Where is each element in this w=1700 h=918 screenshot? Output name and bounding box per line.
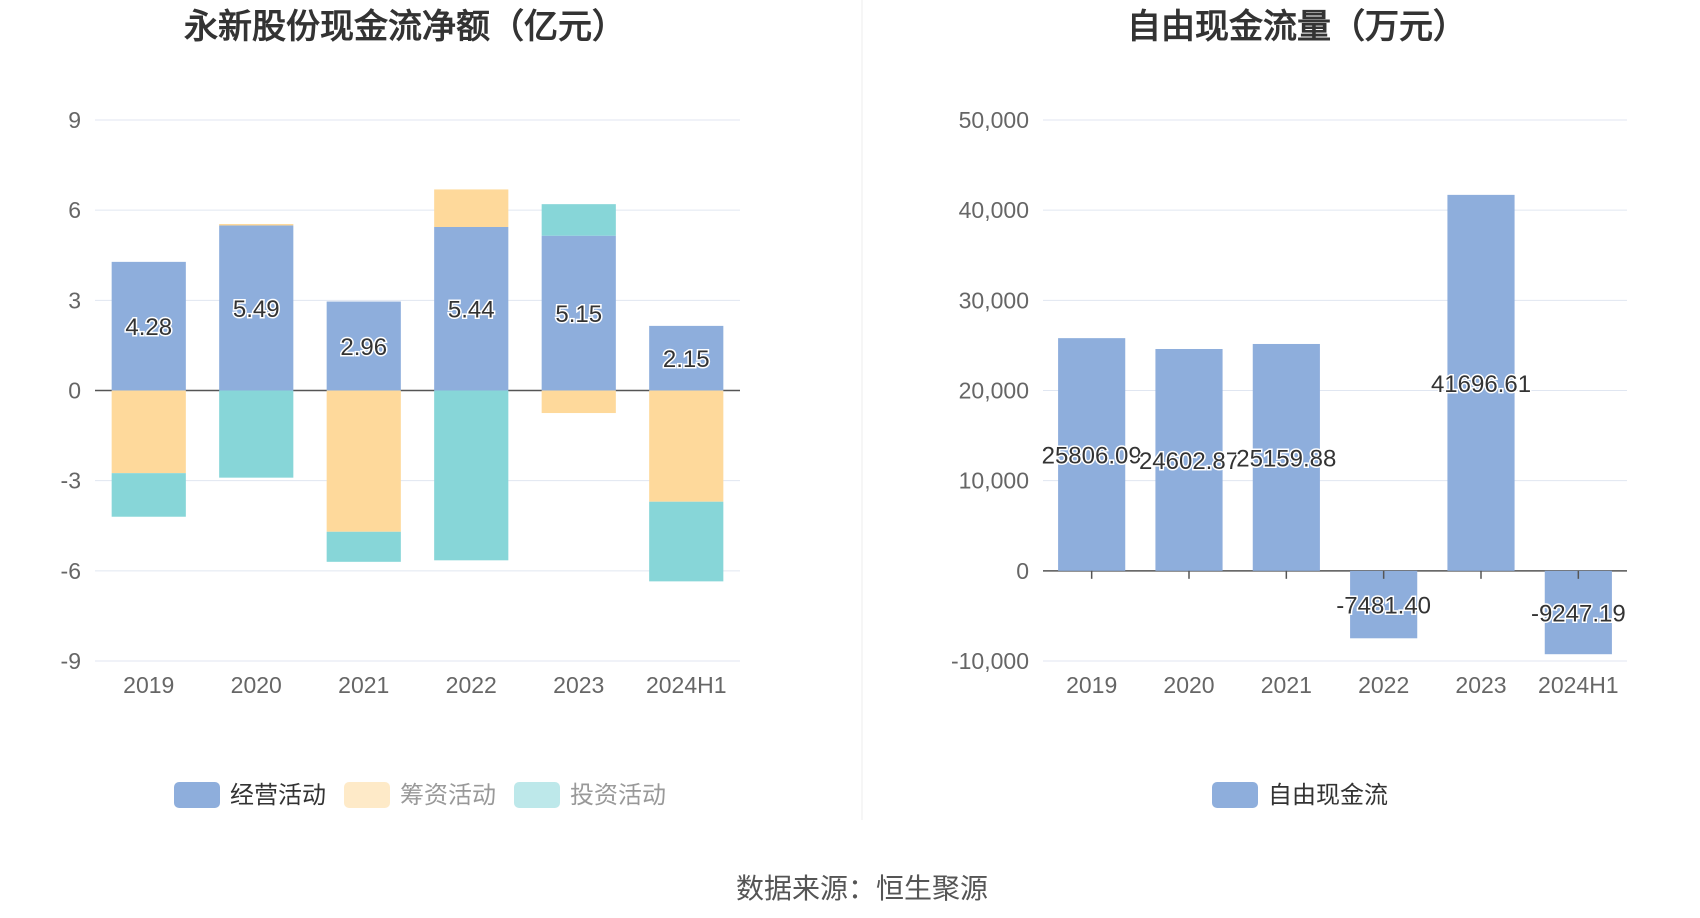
right-x-tick-label: 2020 [1163,672,1214,698]
left-legend-item-0[interactable]: 经营活动 [174,782,326,809]
right-y-tick-label: 10,000 [959,468,1029,494]
right-bar-0-0 [1058,338,1126,571]
right-y-tick-label: 50,000 [959,107,1029,133]
right-data-label: 24602.87 [1139,448,1239,475]
left-data-label: 2.96 [340,334,387,361]
right-y-tick-label: 0 [1016,558,1029,584]
data-source: 数据来源：恒生聚源 [736,873,988,904]
free-cashflow-chart: 自由现金流量（万元） 50,000 40,000 30,000 20,000 10,00… [951,7,1627,809]
right-data-label: -7481.40 [1336,593,1431,620]
left-legend-swatch [344,782,390,808]
left-x-tick-label: 2022 [446,672,497,698]
left-data-labels: 4.28 5.49 2.96 5.44 5.15 2.15 [124,294,711,374]
left-data-label: 5.44 [448,297,495,324]
left-y-tick-label: 6 [68,197,81,223]
left-bar-1-4 [541,390,616,414]
right-y-tick-label: 30,000 [959,287,1029,313]
right-y-tick-label: 40,000 [959,197,1029,223]
right-legend: 自由现金流 [1212,782,1388,809]
right-bar-0-2 [1252,343,1320,571]
left-bar-1-0 [111,390,186,474]
right-x-ticks: 2019 2020 2021 2022 2023 2024H1 [1066,570,1619,698]
right-chart-title: 自由现金流量（万元） [1127,7,1467,46]
right-data-label: 25159.88 [1236,445,1336,472]
left-bar-1-2 [326,390,401,532]
left-bar-2-0 [111,473,186,517]
right-bar-0-3 [1350,570,1418,639]
right-bar-0-5 [1544,570,1612,655]
left-legend-label: 筹资活动 [400,782,496,809]
right-x-tick-label: 2022 [1358,672,1409,698]
left-bar-1-5 [649,390,724,502]
right-x-tick-label: 2021 [1261,672,1312,698]
right-bar-0-1 [1155,348,1223,571]
left-data-label: 2.15 [663,346,710,373]
left-legend-item-2[interactable]: 投资活动 [514,782,666,809]
left-legend: 经营活动 筹资活动 投资活动 [174,782,666,809]
right-data-label: 41696.61 [1431,371,1531,398]
left-bar-1-3 [434,189,509,227]
left-bar-1-1 [219,223,294,226]
left-legend-swatch [514,782,560,808]
left-chart-title: 永新股份现金流净额（亿元） [184,7,626,46]
left-bar-0-2 [326,301,401,391]
left-x-tick-label: 2020 [231,672,282,698]
right-y-tick-label: 20,000 [959,378,1029,404]
left-legend-swatch [174,782,220,808]
left-y-tick-label: -6 [61,558,81,584]
left-x-tick-label: 2019 [123,672,174,698]
left-y-tick-label: 0 [68,378,81,404]
right-bars [1058,194,1612,655]
right-x-tick-label: 2024H1 [1538,672,1619,698]
left-legend-item-1[interactable]: 筹资活动 [344,782,496,809]
right-data-label: 25806.09 [1042,442,1142,469]
left-x-ticks: 2019 2020 2021 2022 2023 2024H1 [123,672,726,698]
right-legend-label: 自由现金流 [1268,782,1388,809]
left-y-tick-label: 9 [68,107,81,133]
right-x-tick-label: 2019 [1066,672,1117,698]
left-data-label: 5.49 [233,296,280,323]
right-bar-0-4 [1447,194,1515,571]
left-bar-2-4 [541,204,616,236]
left-bar-2-1 [219,390,294,478]
left-data-label: 4.28 [125,314,172,341]
right-grid: 50,000 40,000 30,000 20,000 10,000 0 -10,000 [951,107,1627,674]
left-grid: 9 6 3 0 -3 -6 -9 [61,107,740,674]
left-bars [111,189,724,582]
left-legend-label: 经营活动 [230,782,326,809]
left-bar-2-5 [649,501,724,582]
left-bar-2-3 [434,390,509,561]
left-y-tick-label: -9 [61,648,81,674]
left-bar-0-5 [649,325,724,391]
left-x-tick-label: 2023 [553,672,604,698]
left-bar-2-2 [326,531,401,562]
cashflow-net-chart: 永新股份现金流净额（亿元） 9 6 3 0 -3 -6 -9 4.28 5.49 2.96 5.4… [61,7,740,809]
left-bar-0-0 [111,261,186,391]
left-y-tick-label: 3 [68,287,81,313]
left-data-label: 5.15 [555,301,602,328]
left-bar-0-3 [434,226,509,391]
left-y-tick-label: -3 [61,468,81,494]
left-legend-label: 投资活动 [570,782,666,809]
right-y-tick-label: -10,000 [951,648,1029,674]
left-bar-0-4 [541,235,616,391]
left-x-tick-label: 2021 [338,672,389,698]
right-legend-item-0[interactable]: 自由现金流 [1212,782,1388,809]
right-legend-swatch [1212,782,1258,808]
right-data-label: -9247.19 [1531,601,1626,628]
left-x-tick-label: 2024H1 [646,672,727,698]
right-x-tick-label: 2023 [1455,672,1506,698]
left-bar-0-1 [219,225,294,391]
